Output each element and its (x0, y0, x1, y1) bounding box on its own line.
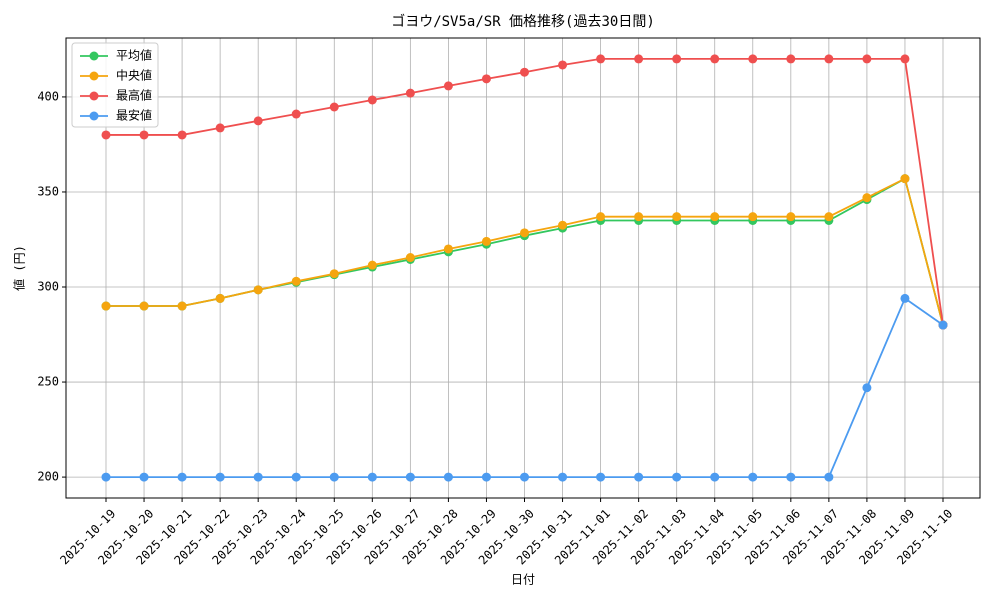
data-point (824, 54, 834, 64)
data-point (558, 472, 568, 482)
data-point (786, 54, 796, 64)
data-point (215, 293, 225, 303)
data-point (824, 472, 834, 482)
data-point (520, 67, 529, 77)
data-point (215, 472, 225, 482)
data-point (443, 244, 453, 254)
data-point (596, 54, 606, 64)
y-tick-label: 200 (37, 470, 59, 484)
data-point (786, 212, 796, 222)
data-point (520, 472, 529, 482)
data-point (748, 472, 758, 482)
data-point (900, 293, 910, 303)
data-point (862, 383, 872, 393)
data-point (900, 174, 910, 184)
data-point (481, 236, 491, 246)
data-point (291, 109, 301, 119)
data-point (558, 220, 568, 230)
data-point (520, 228, 529, 238)
data-point (101, 301, 111, 311)
data-point (367, 260, 377, 270)
data-point (329, 102, 339, 112)
legend-label: 平均値 (116, 48, 152, 63)
data-point (596, 212, 606, 222)
legend-label: 最高値 (116, 88, 152, 103)
legend-marker (89, 51, 99, 61)
data-point (672, 212, 682, 222)
data-point (139, 130, 149, 140)
data-point (405, 253, 415, 263)
x-axis-label: 日付 (511, 573, 535, 587)
plot-frame (65, 37, 981, 499)
data-point (177, 130, 187, 140)
data-point (672, 54, 682, 64)
y-tick-label: 250 (37, 375, 59, 389)
data-point (405, 472, 415, 482)
data-point (710, 212, 720, 222)
legend-marker (89, 111, 99, 121)
data-point (786, 472, 796, 482)
data-point (481, 74, 491, 84)
data-point (634, 472, 644, 482)
legend-box (71, 42, 159, 128)
legend-label: 中央値 (116, 68, 152, 83)
legend-label: 最安値 (116, 108, 152, 123)
data-point (405, 88, 415, 98)
y-axis-label: 値 (円) (12, 245, 27, 291)
data-point (253, 285, 263, 295)
y-tick-label: 350 (37, 184, 59, 198)
data-point (710, 54, 720, 64)
chart-title: ゴヨウ/SV5a/SR 価格推移(過去30日間) (391, 13, 655, 30)
legend-marker (89, 91, 99, 101)
data-point (862, 54, 872, 64)
data-point (139, 301, 149, 311)
data-point (329, 269, 339, 279)
data-point (253, 116, 263, 126)
data-point (710, 472, 720, 482)
data-point (443, 472, 453, 482)
data-point (900, 54, 910, 64)
data-point (596, 472, 606, 482)
data-point (367, 95, 377, 105)
data-point (862, 193, 872, 203)
data-point (291, 472, 301, 482)
data-point (748, 212, 758, 222)
data-point (177, 472, 187, 482)
data-point (748, 54, 758, 64)
data-point (938, 320, 948, 330)
data-point (101, 472, 111, 482)
data-point (672, 472, 682, 482)
y-tick-label: 300 (37, 280, 59, 294)
data-point (291, 276, 301, 286)
data-point (329, 472, 339, 482)
data-point (177, 301, 187, 311)
data-point (634, 54, 644, 64)
data-point (558, 60, 568, 70)
data-point (215, 123, 225, 133)
data-point (634, 212, 644, 222)
data-point (253, 472, 263, 482)
y-tick-label: 400 (37, 89, 59, 103)
data-point (101, 130, 111, 140)
data-point (824, 212, 834, 222)
legend-marker (89, 71, 99, 81)
data-point (367, 472, 377, 482)
data-point (139, 472, 149, 482)
data-point (481, 472, 491, 482)
data-point (443, 81, 453, 91)
